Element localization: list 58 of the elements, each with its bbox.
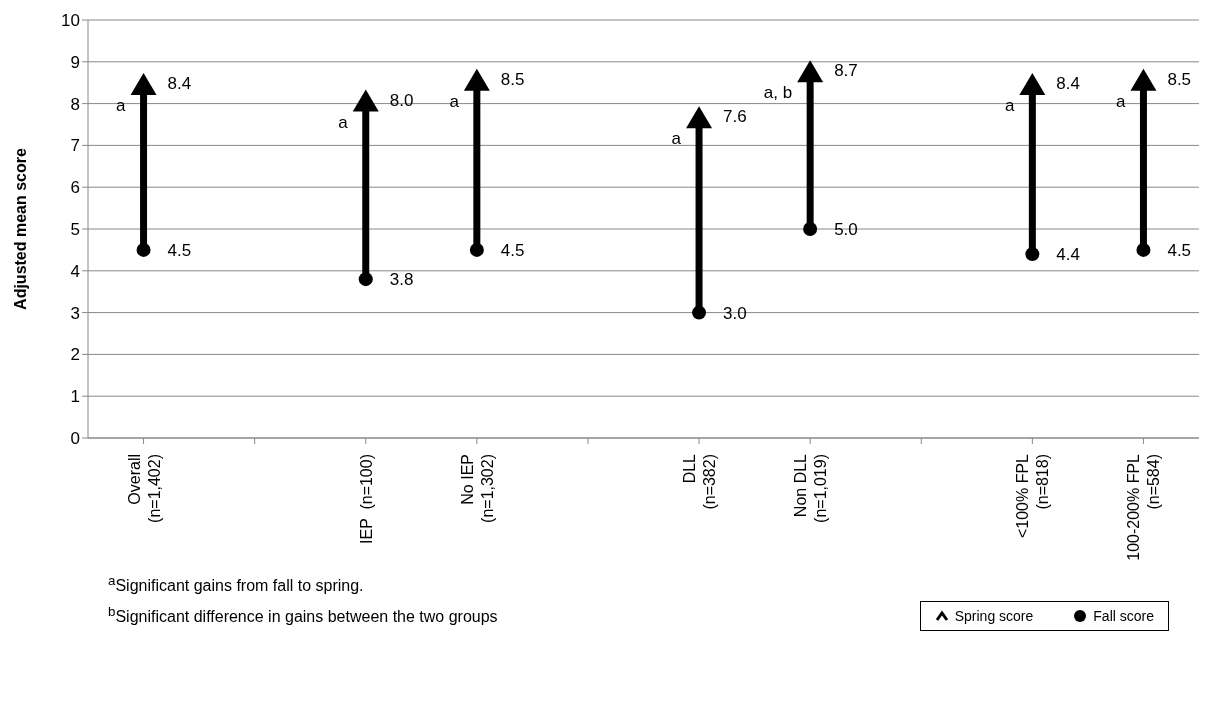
point <box>136 242 151 257</box>
annotation: a <box>116 95 127 115</box>
x-tick-label: Non DLL (n=1,019) <box>792 453 830 523</box>
y-tick-label: 2 <box>70 345 80 365</box>
annotation: a <box>1004 95 1015 115</box>
x-tick-label: <100% FPL (n=818) <box>1014 453 1052 539</box>
y-tick-label: 0 <box>70 429 80 449</box>
legend-label: Fall score <box>1092 607 1154 624</box>
text: $^{b}$Significant difference in gains between the two groups <box>108 603 498 628</box>
text: $^{a}$Significant gains from fall to spring. <box>108 572 365 597</box>
annotation: a, b <box>763 83 793 103</box>
y-tick-label: 5 <box>70 220 80 240</box>
data-label: 4.5 <box>1167 240 1192 260</box>
x-tick-label: DLL (n=382) <box>681 453 719 510</box>
point <box>803 222 818 236</box>
y-tick-label: 1 <box>70 387 80 407</box>
y-tick-label: 10 <box>61 11 80 31</box>
x-tick-label: Overall (n=1,402) <box>125 454 163 523</box>
point <box>1136 242 1151 257</box>
point <box>692 305 707 320</box>
y-tick-label: 8 <box>70 94 80 114</box>
data-label: 5.0 <box>834 220 858 239</box>
annotation: a <box>1115 91 1126 111</box>
data-label: 4.4 <box>1056 245 1080 265</box>
legend-label: Spring score <box>953 607 1034 624</box>
point <box>686 106 713 129</box>
point <box>797 60 824 83</box>
y-tick-label: 4 <box>70 261 80 281</box>
annotation: a <box>671 129 682 149</box>
y-tick-label: 9 <box>70 52 80 72</box>
data-label: 4.5 <box>500 240 525 260</box>
y-tick-label: 3 <box>70 303 80 323</box>
point <box>1130 68 1157 91</box>
data-label: 3.8 <box>389 270 414 290</box>
data-label: 8.0 <box>389 90 414 110</box>
y-tick-label: 6 <box>70 178 80 198</box>
point <box>358 272 373 287</box>
data-label: 8.5 <box>1167 69 1192 89</box>
data-label: 4.5 <box>167 240 192 260</box>
annotation: a <box>338 112 349 132</box>
point <box>130 72 157 95</box>
data-label: 8.4 <box>1056 73 1080 93</box>
y-tick-label: 7 <box>70 136 80 156</box>
point <box>1019 72 1046 95</box>
data-label: 8.7 <box>834 61 858 81</box>
data-label: 7.6 <box>723 107 747 127</box>
point <box>352 89 379 112</box>
data-label: 8.5 <box>500 69 525 89</box>
point <box>1025 247 1040 262</box>
x-tick-label: IEP (n=100) <box>357 454 375 544</box>
x-tick-label: No IEP (n=1,302) <box>458 454 496 523</box>
data-label: 8.4 <box>167 73 192 93</box>
y-axis-title: Adjusted mean score <box>11 147 29 310</box>
point <box>463 68 490 91</box>
x-tick-label: 100-200% FPL (n=584) <box>1125 453 1163 561</box>
data-label: 3.0 <box>723 303 747 323</box>
point <box>469 242 484 257</box>
annotation: a <box>449 91 460 111</box>
